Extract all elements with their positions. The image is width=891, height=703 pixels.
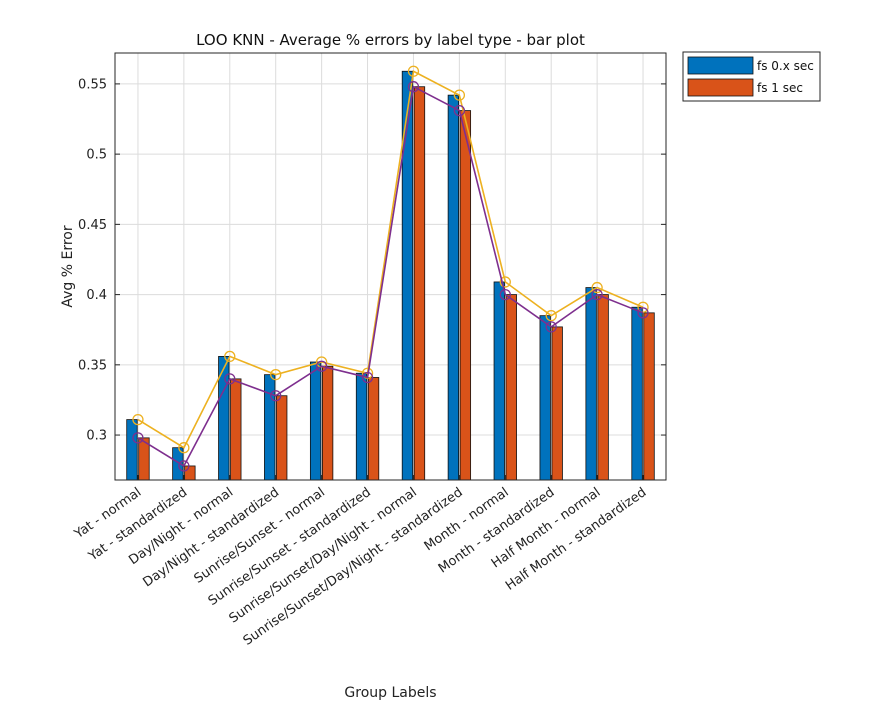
trend-marker-0-0 — [132, 413, 144, 426]
y-tick-label: 0.35 — [78, 358, 107, 373]
bar-fs-0x-10 — [585, 287, 597, 481]
trend-marker-0-1 — [178, 442, 190, 454]
y-tick-label: 0.4 — [86, 288, 107, 303]
legend-swatch-fs-0x — [687, 56, 754, 75]
bar-fs-0x-0 — [126, 419, 138, 481]
trend-marker-1-9 — [545, 321, 557, 333]
trend-marker-0-2 — [224, 350, 236, 363]
trend-marker-0-9 — [545, 310, 557, 322]
y-tick-label: 0.3 — [86, 429, 107, 444]
trend-marker-0-7 — [453, 89, 466, 101]
bar-fs-1-4 — [321, 365, 334, 481]
bar-fs-1-5 — [367, 377, 380, 481]
bar-fs-1-1 — [184, 465, 196, 481]
trend-marker-1-0 — [132, 432, 144, 444]
bar-fs-0x-4 — [309, 361, 322, 481]
grid-lines — [115, 53, 666, 480]
legend-swatch-fs-1 — [687, 78, 754, 97]
trend-marker-1-5 — [361, 371, 374, 384]
plot-area-frame — [114, 52, 667, 481]
bar-fs-0x-5 — [355, 372, 368, 481]
y-axis-label: Avg % Error — [60, 225, 76, 308]
y-tick-label: 0.5 — [86, 148, 107, 163]
bar-fs-1-6 — [413, 86, 426, 481]
bar-fs-1-8 — [505, 294, 517, 481]
trend-marker-0-6 — [407, 65, 420, 77]
bar-fs-0x-8 — [493, 281, 505, 481]
bar-fs-1-3 — [276, 395, 288, 481]
bar-fs-0x-11 — [631, 306, 643, 481]
trend-marker-1-10 — [591, 288, 603, 301]
legend: fs 0.x sec fs 1 sec — [682, 51, 821, 102]
bar-fs-1-7 — [459, 110, 472, 481]
trend-marker-1-3 — [270, 390, 282, 402]
trend-marker-1-1 — [178, 460, 190, 472]
bar-fs-0x-9 — [539, 315, 551, 481]
bar-fs-1-11 — [643, 312, 655, 481]
y-tick-label: 0.55 — [78, 77, 107, 92]
trend-marker-0-10 — [591, 281, 603, 294]
y-tick-label: 0.45 — [78, 218, 107, 233]
trend-marker-1-8 — [499, 288, 511, 301]
trend-marker-1-7 — [453, 104, 466, 117]
bar-fs-0x-7 — [447, 94, 460, 481]
trend-marker-1-11 — [637, 307, 649, 319]
chart-title: LOO KNN - Average % errors by label type… — [196, 31, 585, 49]
lines-layer — [132, 65, 649, 472]
trend-marker-0-3 — [270, 369, 282, 381]
legend-label-fs-0x: fs 0.x sec — [757, 59, 814, 73]
y-axis-ticks: 0.3 0.35 0.4 0.45 0.5 0.55 — [78, 77, 666, 444]
x-axis-label: Group Labels — [344, 685, 436, 701]
bar-fs-0x-3 — [264, 374, 276, 481]
legend-label-fs-1: fs 1 sec — [757, 81, 803, 95]
trend-marker-1-4 — [315, 360, 328, 372]
trend-marker-0-8 — [499, 276, 511, 288]
bar-fs-1-2 — [230, 378, 242, 481]
bar-fs-1-9 — [551, 326, 563, 481]
trend-marker-1-2 — [224, 373, 236, 385]
trend-line-0 — [137, 70, 644, 449]
bar-fs-1-10 — [597, 294, 609, 481]
trend-marker-1-6 — [407, 81, 420, 93]
trend-line-1 — [137, 85, 644, 468]
